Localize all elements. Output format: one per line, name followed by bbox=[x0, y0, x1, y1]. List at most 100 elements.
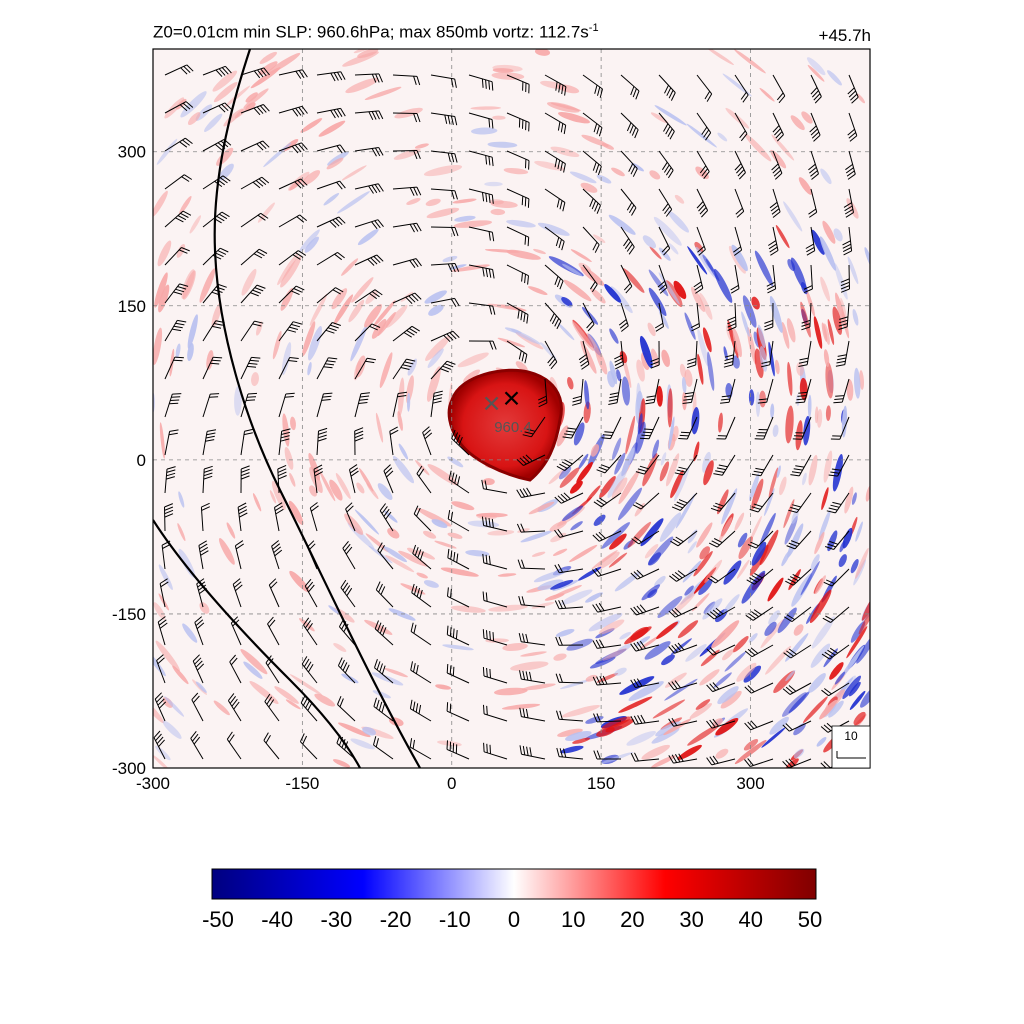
wind-barb bbox=[451, 429, 470, 456]
wind-barb bbox=[309, 502, 319, 532]
wind-barb bbox=[240, 140, 270, 152]
wind-barb bbox=[822, 606, 850, 623]
wind-barb bbox=[658, 150, 674, 179]
wind-barb bbox=[154, 692, 167, 722]
wind-barb bbox=[506, 340, 528, 364]
wind-barb bbox=[164, 429, 179, 456]
wind-barb bbox=[554, 564, 584, 574]
wind-barb bbox=[582, 112, 603, 137]
colorbar-tick-label: 30 bbox=[679, 907, 703, 932]
wind-barb bbox=[349, 464, 359, 494]
wind-barb bbox=[578, 340, 590, 370]
wind-barb bbox=[342, 540, 356, 570]
wind-barb bbox=[556, 710, 584, 722]
x-tick-label: 300 bbox=[736, 774, 764, 793]
wind-barb bbox=[240, 104, 270, 116]
wind-barb bbox=[601, 416, 622, 440]
wind-barb bbox=[556, 454, 584, 472]
wind-barb bbox=[164, 137, 193, 152]
wind-barb bbox=[354, 254, 384, 266]
wind-barb bbox=[506, 188, 530, 208]
wind-barb bbox=[823, 568, 850, 587]
wind-barb bbox=[316, 392, 333, 418]
wind-barb bbox=[278, 250, 307, 266]
wind-barb bbox=[506, 226, 530, 247]
wind-barb bbox=[630, 714, 660, 725]
wind-barb bbox=[196, 578, 207, 608]
contour-lines bbox=[153, 49, 421, 768]
wind-barb bbox=[582, 188, 601, 214]
wind-barb bbox=[413, 505, 432, 532]
wind-barb bbox=[582, 264, 598, 293]
wind-barb bbox=[430, 74, 457, 88]
wind-barb bbox=[409, 738, 432, 760]
wind-barb bbox=[354, 289, 383, 304]
wind-barb bbox=[790, 454, 812, 477]
wind-barb bbox=[744, 682, 774, 694]
wind-barb bbox=[518, 595, 546, 608]
center-marker bbox=[484, 396, 499, 411]
wind-barb bbox=[749, 492, 774, 513]
wind-barb bbox=[723, 340, 736, 368]
wind-barb bbox=[303, 617, 318, 646]
wind-barb bbox=[706, 718, 736, 729]
wind-barb bbox=[669, 568, 698, 582]
wind-barb bbox=[630, 640, 660, 652]
wind-barb bbox=[153, 730, 166, 760]
wind-barb bbox=[316, 71, 346, 82]
wind-barb bbox=[392, 258, 422, 268]
wind-barb bbox=[240, 67, 270, 79]
wind-barb bbox=[772, 74, 786, 104]
wind-barb bbox=[657, 264, 668, 294]
x-tick-label: 150 bbox=[587, 774, 615, 793]
wind-barb bbox=[706, 606, 736, 620]
wind-barb bbox=[482, 629, 508, 646]
wind-barb bbox=[156, 654, 166, 684]
wind-barb bbox=[592, 639, 622, 649]
wind-barb bbox=[271, 540, 283, 570]
colorbar-tick-label: -50 bbox=[202, 907, 234, 932]
wind-barb bbox=[614, 340, 624, 370]
wind-barb bbox=[164, 319, 187, 342]
center-pressure-label: 960.4 bbox=[494, 419, 532, 436]
wind-barb bbox=[202, 429, 217, 456]
wind-barb bbox=[592, 675, 622, 686]
wind-barb bbox=[316, 357, 338, 380]
wind-barb bbox=[392, 222, 422, 233]
wind-barb bbox=[845, 150, 856, 180]
wind-barb bbox=[202, 102, 232, 114]
wind-barb bbox=[374, 620, 394, 646]
wind-barb bbox=[483, 704, 508, 722]
wind-barb bbox=[720, 378, 736, 404]
wind-barb bbox=[202, 356, 223, 380]
wind-barb bbox=[446, 740, 470, 760]
wind-barb bbox=[278, 69, 308, 79]
wind-barb bbox=[392, 186, 422, 196]
wind-barb bbox=[668, 606, 698, 618]
colorbar-tick-label: 10 bbox=[561, 907, 585, 932]
wind-barb bbox=[240, 465, 250, 494]
wind-barb bbox=[771, 150, 783, 180]
wind-barb bbox=[808, 150, 819, 180]
wind-barb bbox=[696, 112, 712, 141]
wind-barb bbox=[481, 516, 508, 532]
wind-barb bbox=[596, 454, 622, 474]
wind-barb bbox=[447, 510, 470, 532]
wind-barb bbox=[316, 251, 345, 266]
chart-title: Z0=0.01cm min SLP: 960.6hPa; max 850mb v… bbox=[153, 22, 599, 42]
wind-barb bbox=[202, 175, 231, 190]
wind-barb bbox=[202, 65, 232, 77]
wind-barb bbox=[447, 587, 470, 608]
wind-barb bbox=[630, 752, 660, 762]
wind-barb bbox=[795, 378, 812, 404]
wind-barb bbox=[838, 302, 850, 330]
wind-barb bbox=[430, 330, 460, 343]
wind-barb bbox=[746, 568, 774, 585]
wind-barb bbox=[686, 340, 698, 369]
wind-barb bbox=[734, 74, 749, 103]
wind-barb bbox=[164, 503, 174, 532]
wind-barb bbox=[392, 150, 421, 160]
wind-barb bbox=[164, 247, 190, 266]
wind-barb bbox=[354, 357, 376, 380]
wind-barb bbox=[821, 682, 850, 697]
